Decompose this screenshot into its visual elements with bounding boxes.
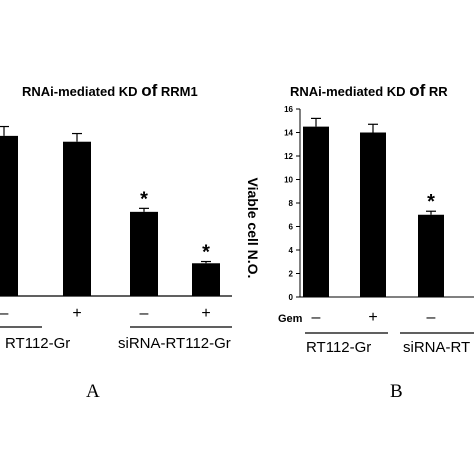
panel-b-y-label: Viable cell N.O. [245,178,261,279]
panel-b-y-tick-label-10: 10 [284,176,293,185]
panel-b-label: B [390,381,403,402]
panel-a-treatment-3: – [140,305,149,322]
panel-b-y-tick-label-14: 14 [284,129,293,138]
panel-b-group-label-1: RT112-Gr [306,339,371,356]
panel-a-significance-3: * [140,188,148,210]
panel-b-y-ticks: 0 2 4 6 8 10 12 14 16 [284,105,300,302]
panel-a-treatment-4: + [201,305,210,322]
panel-a-group-label-2: siRNA-RT112-Gr [118,335,231,352]
panel-b-y-tick-label-4: 4 [289,246,294,255]
panel-b-y-tick-label-0: 0 [289,293,294,302]
panel-a-bar-1 [0,135,18,296]
panel-b-bar-2 [360,132,386,297]
panel-b-significance-3: * [427,191,435,213]
panel-b-treatment-2: + [368,309,377,326]
panel-b-y-tick-label-2: 2 [289,270,294,279]
panel-a-bar-2 [63,141,91,296]
panel-a-title: RNAi-mediated KD of RRM1 [22,81,198,100]
panel-b-y-tick-label-16: 16 [284,105,293,114]
panel-a: RNAi-mediated KD of RRM1 – + * – * + RT112-Gr… [0,81,232,402]
panel-b-y-tick-label-8: 8 [289,199,294,208]
panel-b-treatment-1: – [312,309,321,326]
panel-a-label: A [86,381,100,402]
panel-a-group-label-1: RT112-Gr [5,335,70,352]
panel-b-group-label-2: siRNA-RT [403,339,470,356]
panel-a-treatment-1: – [0,305,9,322]
panel-a-bars: – + * – * + [0,125,220,322]
panel-a-bar-3 [130,211,158,296]
panel-a-bar-4 [192,263,220,296]
panel-b-title: RNAi-mediated KD of RR [290,81,448,100]
panel-b-bars: – + * – [303,117,444,326]
panel-b: RNAi-mediated KD of RR 0 2 4 6 8 10 12 14 16 Via… [245,81,474,402]
panel-b-bar-1 [303,126,329,297]
panel-a-treatment-2: + [72,305,81,322]
panel-a-significance-4: * [202,242,210,264]
panel-b-y-tick-label-12: 12 [284,152,293,161]
panel-b-bar-3 [418,214,444,297]
panel-b-treatment-3: – [427,309,436,326]
panel-b-row-label: Gem [278,313,303,325]
panel-b-y-tick-label-6: 6 [289,223,294,232]
